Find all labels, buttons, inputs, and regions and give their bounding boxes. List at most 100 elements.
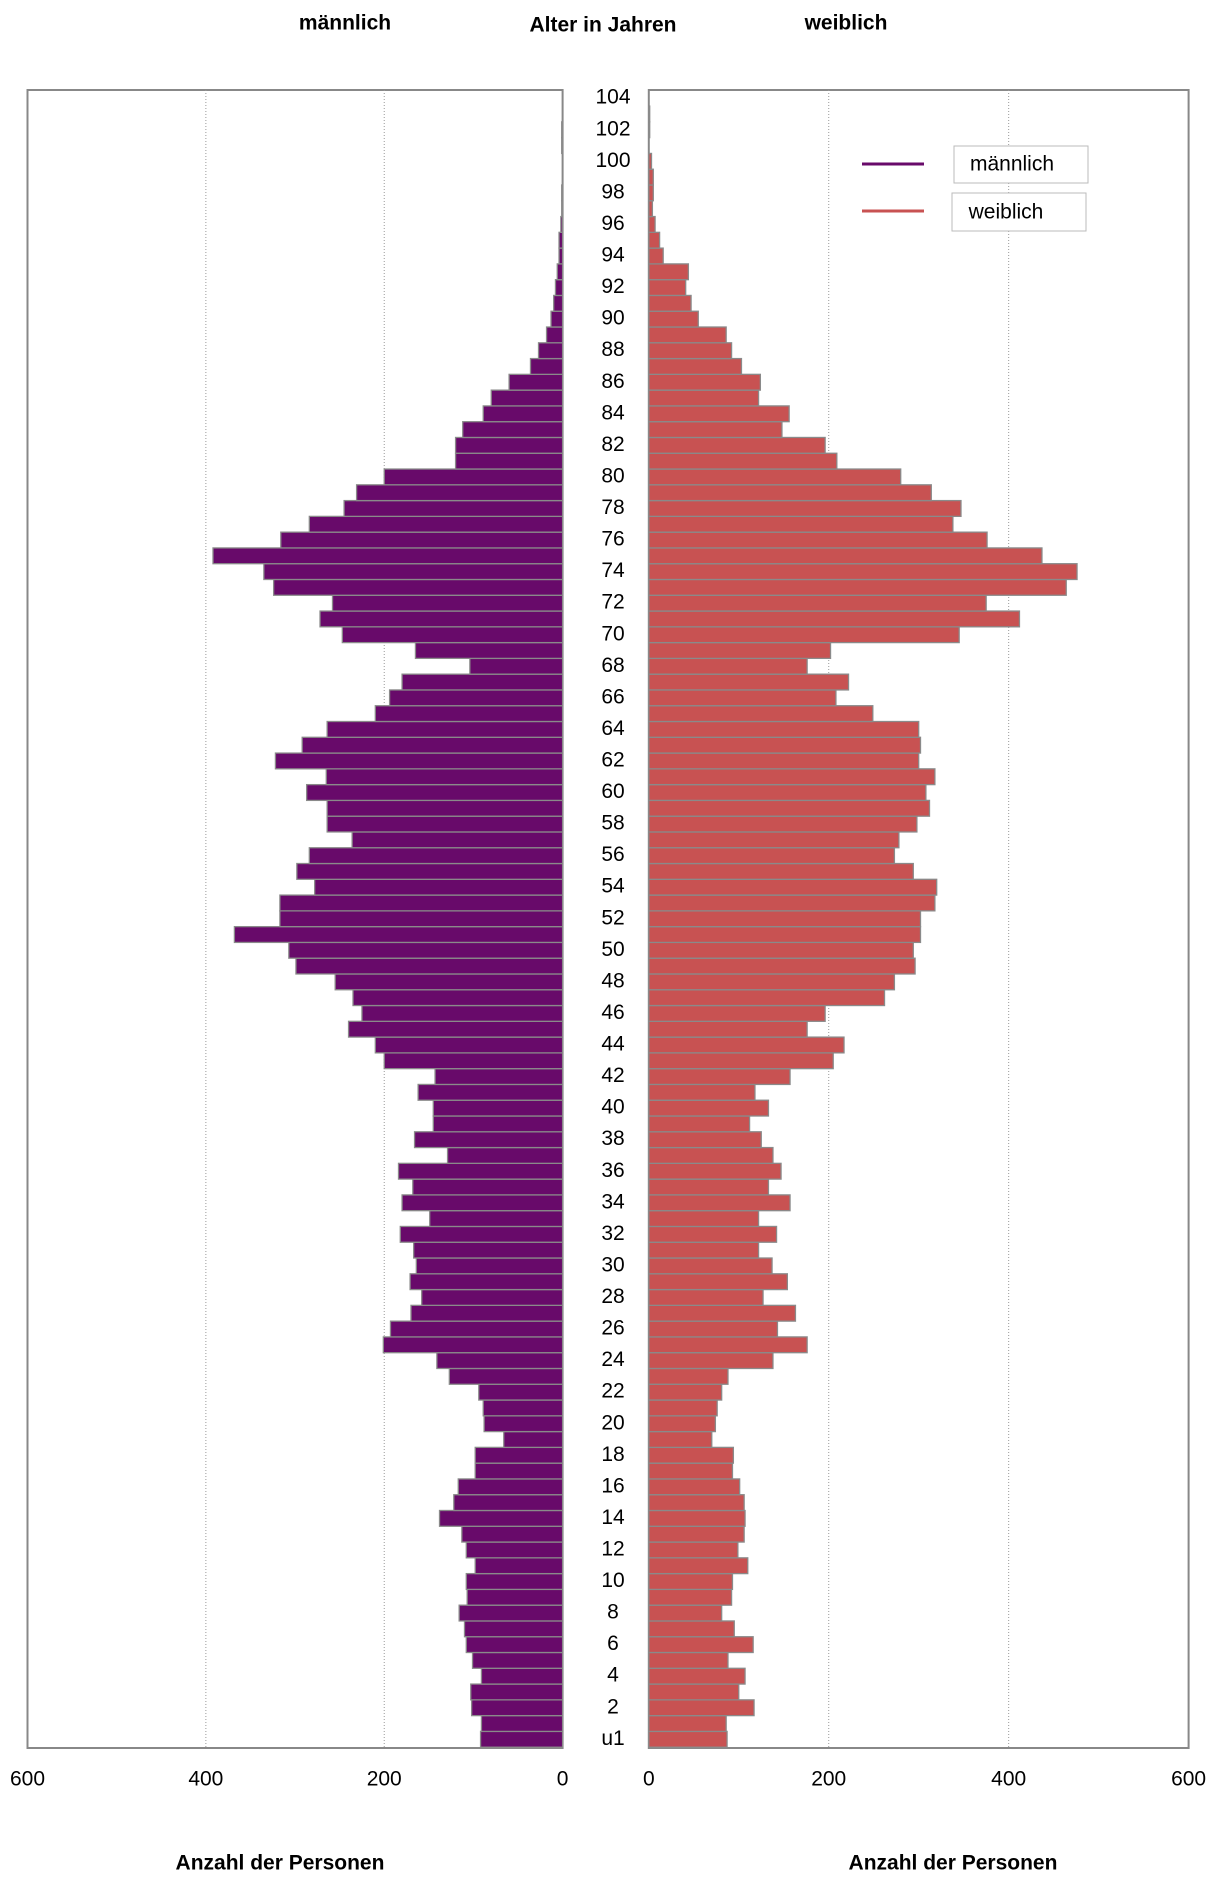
bar [448,1367,564,1385]
bar [470,1683,564,1701]
age-label: 104 [595,86,630,109]
bar [263,563,564,581]
bar [648,1083,756,1101]
bar [648,1509,746,1527]
bar [648,689,837,707]
bar [414,641,564,660]
bar [648,1194,791,1212]
bar [648,168,654,186]
age-label: 70 [601,622,624,645]
age-label: 36 [601,1159,624,1182]
legend: männlich weiblich [862,145,1089,232]
bar [648,815,918,833]
bar [648,1004,826,1022]
bar [648,263,690,281]
bar [648,578,1067,596]
age-label: 44 [601,1033,625,1056]
bar [374,705,564,723]
bar [648,499,962,518]
bar [648,1699,755,1717]
x-tick-label: 400 [991,1768,1026,1791]
bar [648,547,1043,565]
age-label: 56 [601,843,624,866]
age-label: 58 [601,812,624,835]
panel-title: männlich [299,12,391,35]
bar [554,279,564,297]
age-label: 8 [607,1601,619,1624]
bar [280,531,564,549]
bar [648,215,656,233]
bar [537,342,564,360]
bar [648,831,900,849]
bar [648,1367,729,1385]
bar [648,799,931,817]
bar [648,1494,745,1512]
bar [648,373,762,391]
bar [490,389,564,407]
x-axis-title: Anzahl der Personen [849,1852,1058,1875]
age-label: 38 [601,1127,624,1150]
bar [483,1415,564,1433]
bar [648,925,922,944]
age-label: 30 [601,1253,624,1276]
bar [314,878,564,896]
bar [648,1210,760,1228]
age-label: 94 [601,244,625,267]
bar [648,436,826,454]
bar [648,515,954,533]
bar [326,799,564,817]
bar [561,136,564,155]
age-label: 60 [601,780,624,803]
age-label: 40 [601,1096,624,1119]
bar [648,1683,740,1701]
age-label: 86 [601,370,624,393]
age-label: 98 [601,180,624,203]
bar [478,1383,564,1401]
bar [272,578,564,596]
bar [438,1509,564,1527]
bar [648,531,988,549]
age-label: 28 [601,1285,624,1308]
age-label: 92 [601,275,624,298]
bar [432,1099,564,1117]
bar [479,1730,564,1748]
bar [648,1667,746,1685]
bar [648,626,960,644]
bar [648,326,727,344]
age-label: 14 [601,1506,625,1529]
bar [648,452,838,470]
bar [412,1178,564,1196]
age-label: 96 [601,212,624,235]
age-label: 74 [601,559,625,582]
bar [648,1604,723,1622]
age-label: 42 [601,1064,624,1087]
bar [648,563,1078,581]
bar [648,720,920,738]
bar [301,736,564,754]
bar [560,215,564,233]
bar [648,279,687,297]
bar [648,594,987,612]
bar [343,499,564,518]
bar [409,1273,564,1291]
x-tick-label: 600 [10,1768,45,1791]
bar [648,657,808,675]
bar [648,1478,741,1496]
bar [341,626,564,644]
bar [274,752,564,770]
bar [470,1699,564,1717]
bar [648,105,651,123]
age-label: 48 [601,969,624,992]
bar [355,484,564,502]
bar [648,1430,713,1449]
bar [648,152,653,170]
bar [648,1352,774,1370]
bar [648,1415,717,1433]
bar [648,989,886,1007]
bar [482,1399,564,1417]
bar [648,1036,845,1054]
x-tick-label: 0 [643,1768,655,1791]
bar [553,294,564,312]
bar [465,1541,564,1559]
bar [233,925,564,944]
